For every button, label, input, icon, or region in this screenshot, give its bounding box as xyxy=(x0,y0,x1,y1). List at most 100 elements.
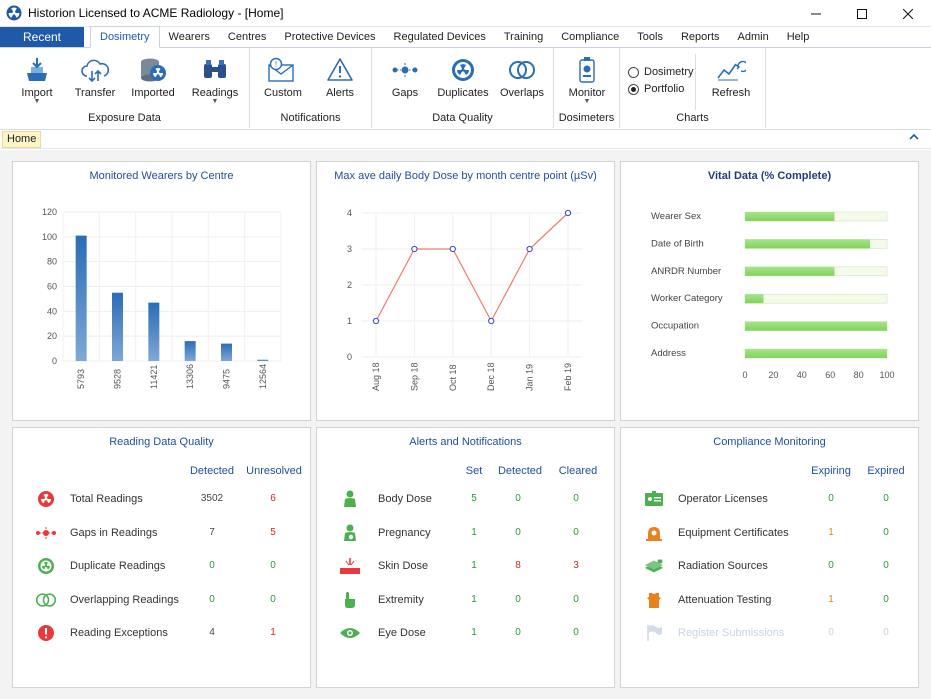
title-bar: Historion Licensed to ACME Radiology - [… xyxy=(0,0,931,27)
pregnancy-icon xyxy=(344,524,356,541)
tab-centres[interactable]: Centres xyxy=(227,31,267,43)
license-icon xyxy=(645,491,663,506)
import-icon xyxy=(27,58,47,81)
x-tick-label: 20 xyxy=(768,370,778,380)
tab-protective-devices[interactable]: Protective Devices xyxy=(284,31,376,43)
group-label-charts: Charts xyxy=(676,112,709,124)
radio-portfolio[interactable]: Portfolio xyxy=(628,83,684,95)
tab-training[interactable]: Training xyxy=(503,31,544,43)
list-item[interactable]: Overlapping Readings 0 0 xyxy=(13,590,310,610)
radio-portfolio-label: Portfolio xyxy=(644,83,685,95)
exclamation-icon xyxy=(38,625,54,641)
row-label: Attenuation Testing xyxy=(678,594,772,606)
bar xyxy=(745,349,887,358)
radiation-icon xyxy=(38,491,54,507)
list-item[interactable]: Total Readings 3502 6 xyxy=(13,489,310,509)
transfer-button[interactable]: Transfer xyxy=(67,56,123,99)
import-label: Import xyxy=(21,87,53,99)
refresh-button[interactable]: Refresh xyxy=(703,56,759,99)
row-label: Radiation Sources xyxy=(678,560,768,572)
readings-button[interactable]: Readings ▼ xyxy=(187,56,243,105)
imported-label: Imported xyxy=(131,87,175,99)
tab-dosimetry[interactable]: Dosimetry xyxy=(90,26,160,48)
ribbon-tabs: Recent Dosimetry Wearers Centres Protect… xyxy=(0,26,931,48)
chevron-up-icon xyxy=(909,133,919,140)
x-tick-label: 11421 xyxy=(149,365,159,389)
group-charts: Dosimetry Portfolio Refresh Charts xyxy=(620,48,766,128)
radio-dosimetry[interactable]: Dosimetry xyxy=(628,66,694,78)
tab-recent[interactable]: Recent xyxy=(0,27,84,47)
cloud-transfer-icon xyxy=(81,59,110,83)
envelope-alert-icon: ! xyxy=(268,57,294,82)
close-button[interactable] xyxy=(885,0,931,27)
tab-compliance[interactable]: Compliance xyxy=(561,31,620,43)
breadcrumb-home[interactable]: Home xyxy=(2,131,42,148)
list-item[interactable]: Attenuation Testing 1 0 xyxy=(621,590,918,610)
row-label: Gaps in Readings xyxy=(70,527,158,539)
eye-icon xyxy=(340,628,360,638)
expiring-count: 0 xyxy=(828,627,834,638)
custom-button[interactable]: ! Custom xyxy=(255,56,311,99)
list-item[interactable]: Pregnancy 1 0 0 xyxy=(317,523,614,543)
expired-count: 0 xyxy=(883,493,889,504)
list-item[interactable]: Reading Exceptions 4 1 xyxy=(13,623,310,643)
group-label-dosimeters: Dosimeters xyxy=(558,112,615,124)
unresolved-count: 5 xyxy=(270,527,276,538)
detected-count: 4 xyxy=(209,627,215,638)
imported-button[interactable]: Imported xyxy=(125,56,181,99)
list-item[interactable]: Skin Dose 1 8 3 xyxy=(317,556,614,576)
hbar-chart-vital-data: Wearer Sex Date of Birth ANRDR Number Worke… xyxy=(651,211,895,380)
alerts-button[interactable]: Alerts xyxy=(312,56,368,99)
list-item[interactable]: Extremity 1 0 0 xyxy=(317,590,614,610)
bar xyxy=(221,343,232,361)
header-detected: Detected xyxy=(497,465,543,477)
detected-count: 0 xyxy=(515,627,521,638)
minimize-button[interactable] xyxy=(793,0,839,27)
expired-count: 0 xyxy=(883,627,889,638)
y-tick-label: 0 xyxy=(347,352,352,362)
overlap-icon xyxy=(35,593,57,607)
list-item[interactable]: Operator Licenses 0 0 xyxy=(621,489,918,509)
y-tick-label: 60 xyxy=(47,282,57,292)
detected-count: 8 xyxy=(515,560,521,571)
list-item[interactable]: Body Dose 5 0 0 xyxy=(317,489,614,509)
gaps-icon xyxy=(36,527,56,539)
gaps-button[interactable]: Gaps xyxy=(377,56,433,99)
monitor-label: Monitor xyxy=(568,87,606,99)
header-expiring: Expiring xyxy=(811,465,851,477)
duplicates-button[interactable]: Duplicates xyxy=(435,56,491,99)
bar xyxy=(745,212,835,221)
tab-tools[interactable]: Tools xyxy=(637,31,663,43)
tab-regulated-devices[interactable]: Regulated Devices xyxy=(393,31,486,43)
x-tick-label: Sep 18 xyxy=(409,362,419,391)
header-unresolved: Unresolved xyxy=(246,465,302,477)
tab-help[interactable]: Help xyxy=(786,31,810,43)
list-item[interactable]: Equipment Certificates 1 0 xyxy=(621,523,918,543)
list-item[interactable]: Duplicate Readings 0 0 xyxy=(13,556,310,576)
import-button[interactable]: Import ▼ xyxy=(9,56,65,105)
minimize-icon xyxy=(811,13,821,14)
close-icon xyxy=(903,8,913,19)
tab-wearers[interactable]: Wearers xyxy=(168,31,210,43)
bar xyxy=(745,321,887,331)
tab-reports[interactable]: Reports xyxy=(680,31,720,43)
chart-panel-body-dose: Max ave daily Body Dose by month centre … xyxy=(316,161,615,421)
overlaps-button[interactable]: Overlaps xyxy=(494,56,550,99)
list-item[interactable]: Radiation Sources 0 0 xyxy=(621,556,918,576)
skin-dose-icon xyxy=(340,558,360,574)
chevron-down-icon: ▼ xyxy=(583,98,591,105)
x-tick-label: 13306 xyxy=(185,364,195,389)
list-item[interactable]: Gaps in Readings 7 5 xyxy=(13,523,310,543)
x-tick-label: Jan 19 xyxy=(525,364,535,391)
list-item[interactable]: Eye Dose 1 0 0 xyxy=(317,623,614,643)
radiation-logo-icon xyxy=(6,5,22,21)
row-label: Register Submissions xyxy=(678,627,785,639)
radio-button-icon xyxy=(628,66,639,78)
bar xyxy=(745,266,835,276)
maximize-icon xyxy=(857,8,867,19)
monitor-button[interactable]: Monitor ▼ xyxy=(559,56,615,105)
maximize-button[interactable] xyxy=(839,0,885,27)
collapse-ribbon-button[interactable] xyxy=(909,132,919,144)
series-line xyxy=(375,212,569,323)
tab-admin[interactable]: Admin xyxy=(737,31,769,43)
